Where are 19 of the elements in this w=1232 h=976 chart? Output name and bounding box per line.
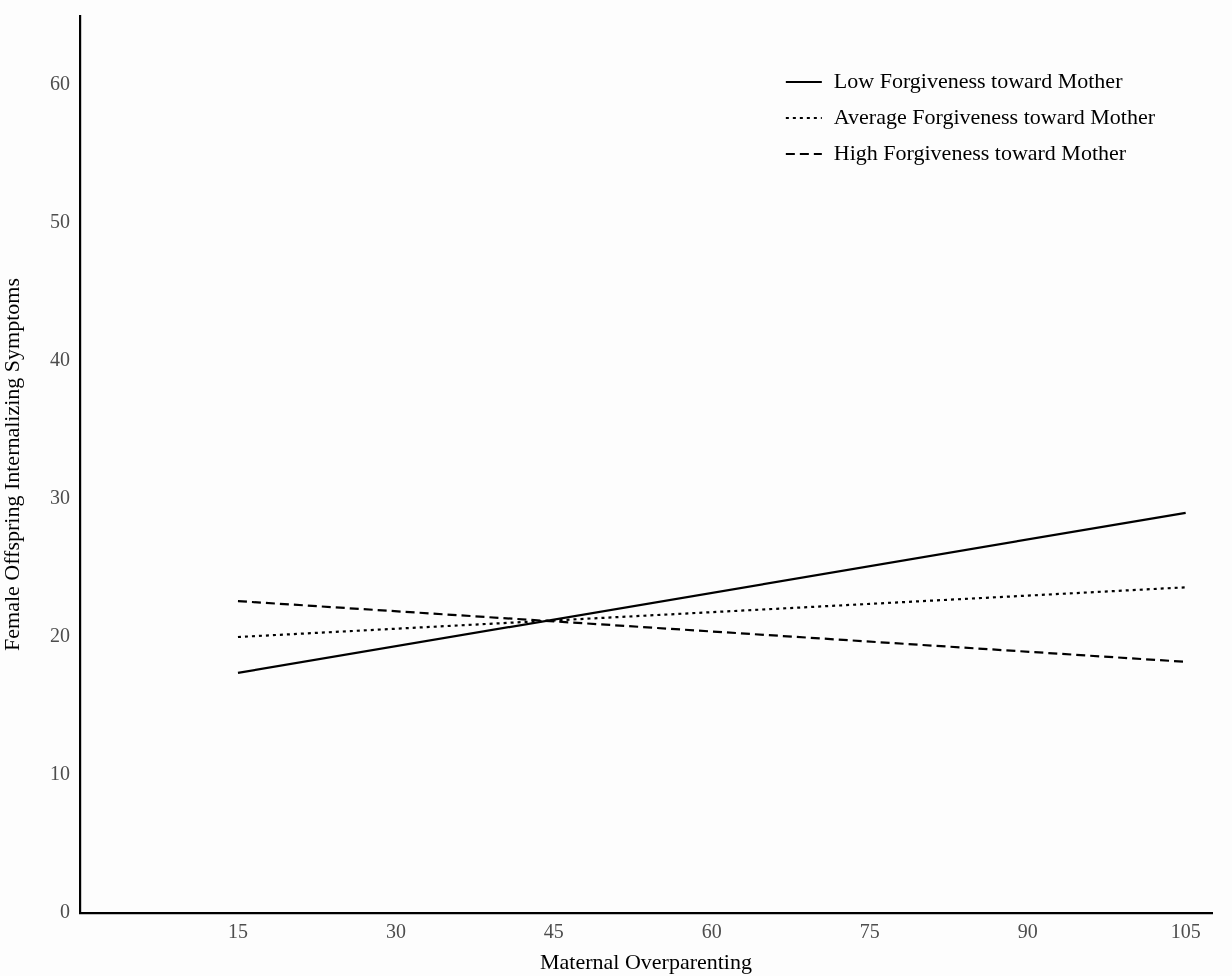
y-tick-label: 50 <box>50 210 70 233</box>
y-tick-label: 20 <box>50 624 70 647</box>
x-tick-label: 15 <box>227 920 248 943</box>
x-tick-label: 45 <box>543 920 564 943</box>
y-tick-label: 10 <box>50 762 70 785</box>
y-tick-label: 60 <box>50 72 70 95</box>
y-tick-label: 30 <box>50 486 70 509</box>
y-tick-label: 0 <box>60 900 70 923</box>
y-axis-title: Female Offspring Internalizing Symptoms <box>0 278 24 651</box>
x-tick-label: 30 <box>385 920 406 943</box>
legend-label: High Forgiveness toward Mother <box>833 139 1127 165</box>
x-tick-label: 90 <box>1017 920 1038 943</box>
x-axis-title: Maternal Overparenting <box>540 948 752 974</box>
x-tick-label: 60 <box>701 920 722 943</box>
x-tick-label: 75 <box>859 920 880 943</box>
x-tick-label: 105 <box>1170 920 1201 943</box>
legend-label: Low Forgiveness toward Mother <box>833 67 1124 93</box>
y-tick-label: 40 <box>50 348 70 371</box>
legend-label: Average Forgiveness toward Mother <box>833 103 1156 129</box>
